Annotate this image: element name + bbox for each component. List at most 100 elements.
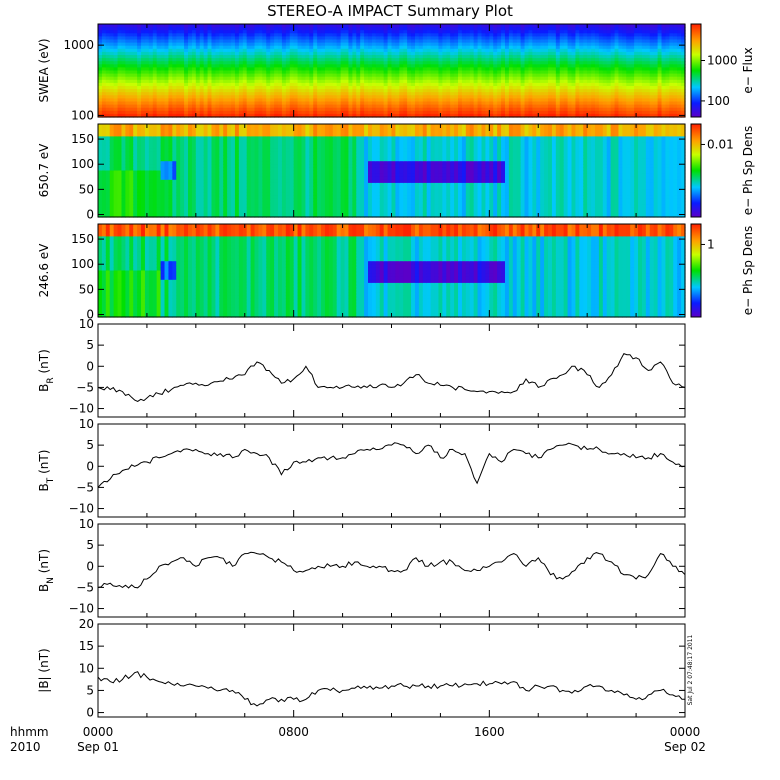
heatmap-cell: [493, 76, 498, 81]
heatmap-cell: [571, 113, 577, 118]
heatmap-cell: [450, 33, 455, 37]
heatmap-cell: [430, 51, 436, 56]
heatmap-cell: [148, 30, 154, 34]
heatmap-cell: [188, 104, 193, 109]
heatmap-cell: [681, 30, 686, 34]
heatmap-cell: [105, 55, 111, 59]
heatmap-cell: [133, 36, 138, 41]
heatmap-cell: [395, 92, 400, 96]
heatmap-cell: [446, 67, 451, 72]
heatmap-cell: [532, 107, 537, 112]
heatmap-cell: [109, 55, 115, 59]
heatmap-cell: [141, 207, 146, 212]
heatmap-cell: [649, 39, 655, 44]
heatmap-cell: [301, 27, 306, 31]
heatmap-cell: [540, 76, 545, 81]
heatmap-cell: [383, 24, 389, 28]
heatmap-cell: [309, 92, 314, 96]
heatmap-cell: [219, 113, 224, 118]
heatmap-cell: [371, 51, 377, 56]
heatmap-cell: [368, 110, 373, 115]
heatmap-cell: [129, 113, 134, 118]
heatmap-cell: [293, 92, 299, 96]
heatmap-cell: [125, 98, 130, 103]
heatmap-cell: [234, 76, 240, 81]
heatmap-cell: [160, 73, 166, 78]
heatmap-cell: [669, 113, 674, 118]
heatmap-cell: [278, 98, 283, 103]
heatmap-cell: [227, 95, 232, 99]
heatmap-cell: [403, 30, 408, 34]
heatmap-cell: [481, 98, 487, 103]
heatmap-cell: [219, 70, 224, 75]
heatmap-cell: [571, 73, 577, 78]
heatmap-cell: [653, 104, 659, 109]
heatmap-cell: [587, 92, 592, 96]
heatmap-cell: [426, 95, 432, 99]
heatmap-cell: [223, 113, 228, 118]
heatmap-cell: [375, 67, 381, 72]
heatmap-cell: [242, 48, 248, 53]
heatmap-cell: [328, 33, 334, 37]
heatmap-cell: [285, 45, 291, 50]
heatmap-cell: [148, 155, 154, 159]
heatmap-cell: [203, 98, 209, 103]
heatmap-cell: [180, 33, 185, 37]
heatmap-cell: [438, 48, 443, 53]
heatmap-cell: [238, 42, 244, 47]
heatmap-cell: [551, 27, 557, 31]
heatmap-cell: [587, 113, 592, 118]
heatmap-cell: [148, 204, 154, 209]
heatmap-cell: [266, 55, 271, 59]
heatmap-cell: [234, 113, 240, 118]
heatmap-cell: [481, 36, 487, 41]
heatmap-cell: [336, 95, 342, 99]
heatmap-cell: [371, 79, 377, 84]
heatmap-cell: [223, 86, 228, 90]
heatmap-cell: [344, 58, 350, 62]
heatmap-cell: [109, 113, 115, 118]
heatmap-cell: [368, 45, 373, 50]
heatmap-cell: [587, 24, 592, 28]
heatmap-cell: [297, 79, 303, 84]
heatmap-cell: [454, 48, 459, 53]
heatmap-cell: [137, 127, 142, 131]
heatmap-cell: [614, 73, 620, 78]
heatmap-cell: [266, 107, 271, 112]
heatmap-cell: [371, 30, 377, 34]
heatmap-cell: [101, 167, 107, 172]
heatmap-cell: [567, 39, 573, 44]
heatmap-cell: [371, 61, 377, 65]
heatmap-cell: [430, 61, 436, 65]
heatmap-cell: [649, 24, 655, 28]
heatmap-cell: [121, 67, 126, 72]
heatmap-cell: [199, 82, 205, 87]
heatmap-cell: [426, 86, 432, 90]
heatmap-cell: [109, 136, 115, 141]
heatmap-cell: [313, 73, 318, 78]
heatmap-cell: [144, 127, 150, 131]
heatmap-cell: [336, 101, 342, 106]
heatmap-cell: [649, 98, 655, 103]
heatmap-cell: [626, 73, 631, 78]
heatmap-cell: [371, 36, 377, 41]
heatmap-cell: [407, 58, 412, 62]
heatmap-cell: [281, 58, 287, 62]
heatmap-cell: [520, 113, 526, 118]
heatmap-cell: [422, 98, 428, 103]
heatmap-cell: [551, 55, 557, 59]
heatmap-cell: [129, 48, 134, 53]
heatmap-cell: [105, 170, 111, 175]
heatmap-cell: [559, 82, 565, 87]
heatmap-cell: [125, 110, 130, 115]
heatmap-cell: [563, 36, 569, 41]
heatmap-cell: [231, 95, 236, 99]
heatmap-cell: [321, 33, 326, 37]
heatmap-cell: [313, 113, 318, 118]
heatmap-cell: [571, 89, 577, 93]
heatmap-cell: [524, 36, 530, 41]
heatmap-cell: [121, 36, 126, 41]
heatmap-cell: [207, 24, 213, 28]
heatmap-cell: [555, 61, 561, 65]
heatmap-cell: [634, 58, 639, 62]
